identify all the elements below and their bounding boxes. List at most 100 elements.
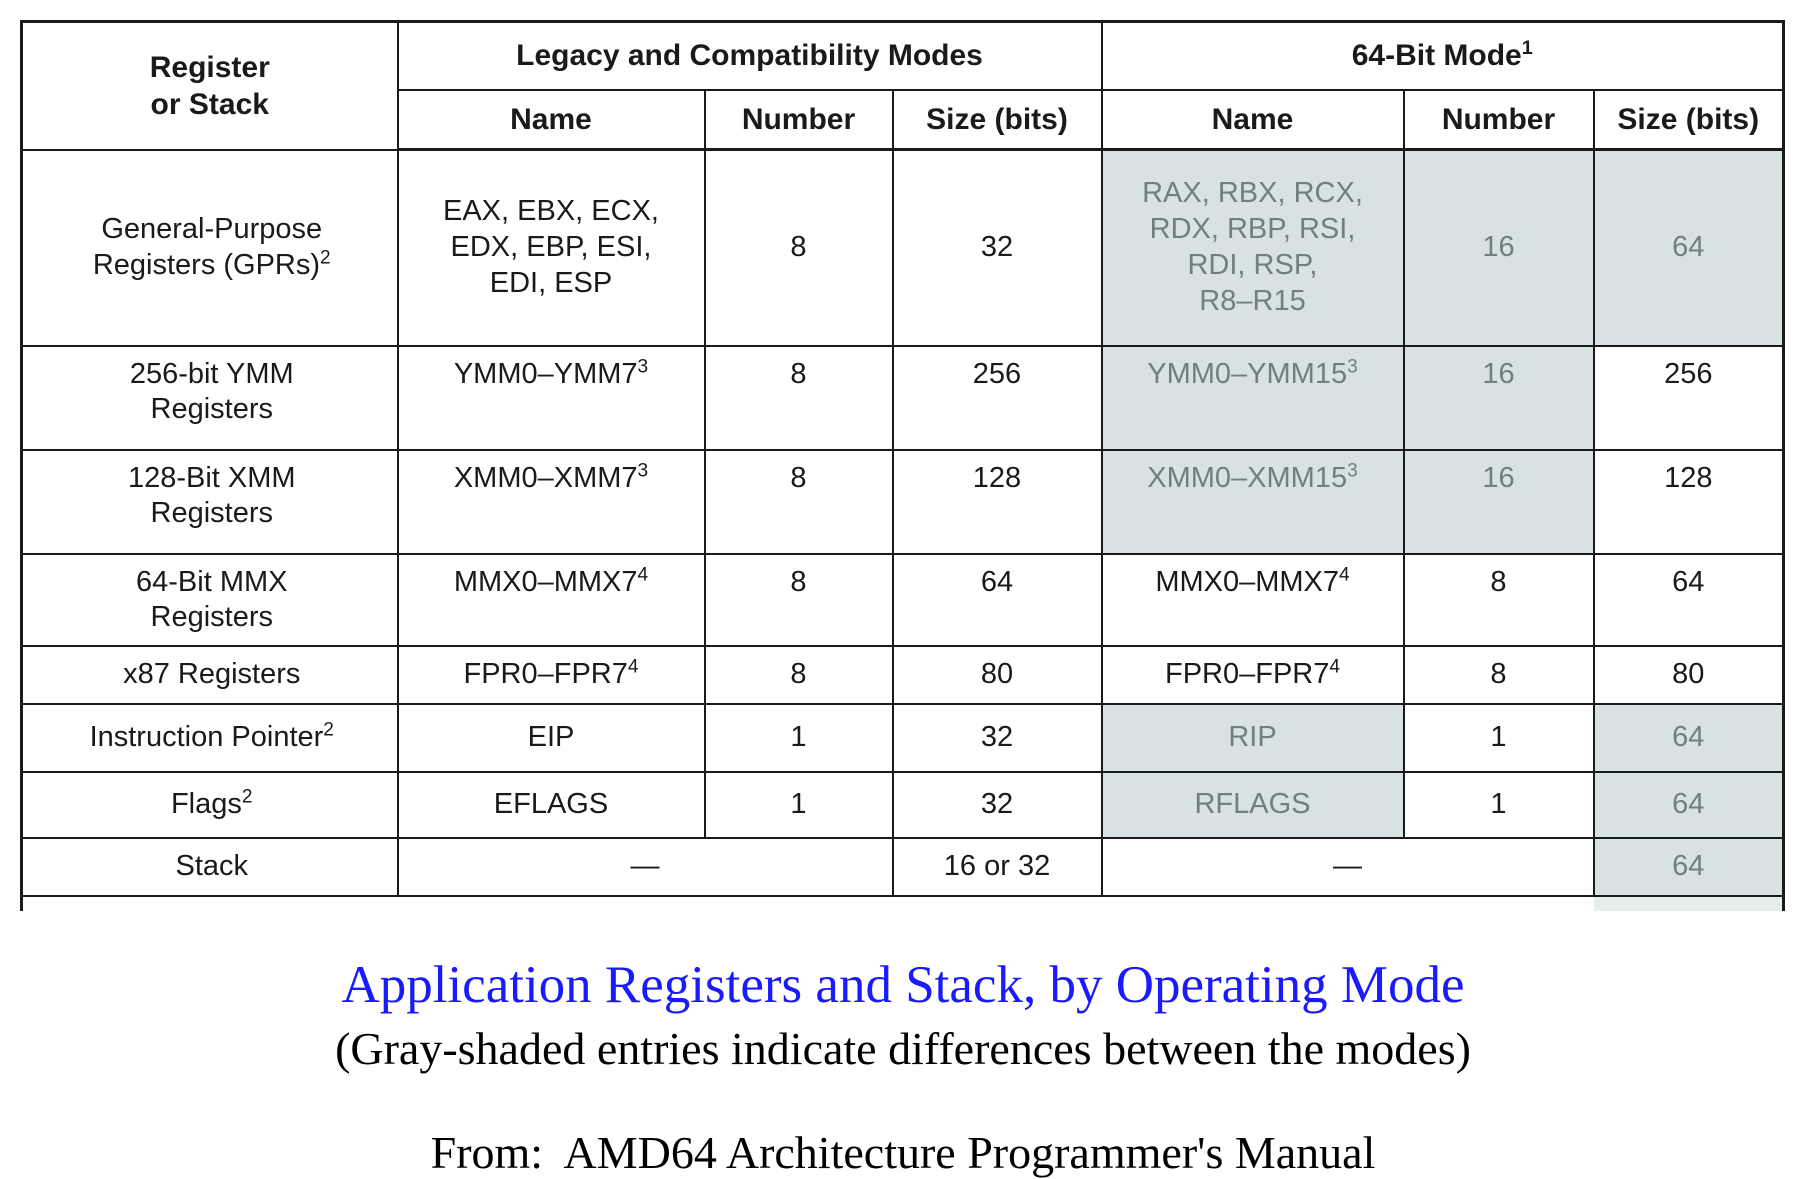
- legacy-modes-label: Legacy and Compatibility Modes: [516, 39, 983, 73]
- mmx-64bit-name-superscript: 4: [1339, 563, 1350, 585]
- flags-label: Flags: [170, 787, 242, 820]
- xmm-label: 128-Bit XMM Registers: [127, 461, 296, 530]
- flags-64bit-name-cell: RFLAGS: [1100, 770, 1405, 839]
- table-row-x87: x87 Registers FPR0–FPR74 8 80 FPR0–FPR74…: [20, 644, 1785, 705]
- legacy-number-header: Number: [703, 88, 894, 151]
- 64bit-mode-label: 64-Bit Mode: [1351, 39, 1522, 73]
- ymm-label: 256-bit YMM Registers: [129, 357, 294, 426]
- flags-64bit-size-cell: 64: [1592, 770, 1785, 839]
- ip-label-superscript: 2: [323, 718, 334, 740]
- 64bit-number-header: Number: [1402, 88, 1595, 151]
- table-row-mmx: 64-Bit MMX Registers MMX0–MMX74 8 64 MMX…: [20, 552, 1785, 647]
- flags-64bit-name: RFLAGS: [1194, 787, 1311, 820]
- x87-64bit-name: FPR0–FPR7: [1164, 657, 1330, 690]
- 64bit-mode-superscript: 1: [1521, 37, 1533, 60]
- xmm-64bit-number-cell: 16: [1402, 448, 1595, 555]
- legacy-size-header: Size (bits): [891, 88, 1103, 151]
- legacy-name-header: Name: [396, 88, 706, 151]
- mmx-64bit-name: MMX0–MMX7: [1155, 565, 1340, 598]
- ip-legacy-number-cell: 1: [703, 702, 894, 773]
- table-row-instruction-pointer: Instruction Pointer2 EIP 1 32 RIP 1 64: [20, 702, 1785, 773]
- x87-legacy-size-cell: 80: [891, 644, 1103, 705]
- ip-legacy-name-cell: EIP: [396, 702, 706, 773]
- ip-label: Instruction Pointer: [89, 720, 324, 753]
- ip-legacy-name: EIP: [527, 720, 575, 753]
- x87-label-cell: x87 Registers: [20, 644, 399, 705]
- table-row-ymm: 256-bit YMM Registers YMM0–YMM73 8 256 Y…: [20, 344, 1785, 451]
- flags-legacy-name: EFLAGS: [493, 787, 609, 820]
- stack-64bit-dash-cell: —: [1100, 836, 1595, 897]
- gpr-legacy-size-cell: 32: [891, 148, 1103, 347]
- ip-64bit-name-cell: RIP: [1100, 702, 1405, 773]
- 64bit-size-header: Size (bits): [1592, 88, 1785, 151]
- flags-label-cell: Flags2: [20, 770, 399, 839]
- stack-legacy-dash-cell: —: [396, 836, 894, 897]
- table-row-gpr: General-Purpose Registers (GPRs)2 EAX, E…: [20, 148, 1785, 347]
- group-header-row: Register or Stack Legacy and Compatibili…: [20, 20, 1785, 151]
- ymm-64bit-size-cell: 256: [1592, 344, 1785, 451]
- mmx-legacy-name-cell: MMX0–MMX74: [396, 552, 706, 647]
- xmm-64bit-name: XMM0–XMM15: [1147, 461, 1348, 494]
- x87-legacy-number-cell: 8: [703, 644, 894, 705]
- flags-64bit-number-cell: 1: [1402, 770, 1595, 839]
- stack-label: Stack: [175, 849, 249, 882]
- xmm-label-cell: 128-Bit XMM Registers: [20, 448, 399, 555]
- 64bit-mode-group-header: 64-Bit Mode1: [1100, 20, 1785, 91]
- gpr-64bit-name: RAX, RBX, RCX, RDX, RBP, RSI, RDI, RSP, …: [1142, 176, 1363, 317]
- gpr-label-cell: General-Purpose Registers (GPRs)2: [20, 148, 399, 347]
- mmx-legacy-number-cell: 8: [703, 552, 894, 647]
- corner-header-cell: Register or Stack: [20, 20, 399, 151]
- gpr-64bit-size-cell: 64: [1592, 148, 1785, 347]
- ymm-legacy-name-cell: YMM0–YMM73: [396, 344, 706, 451]
- xmm-legacy-number-cell: 8: [703, 448, 894, 555]
- x87-64bit-name-cell: FPR0–FPR74: [1100, 644, 1405, 705]
- gpr-legacy-name: EAX, EBX, ECX, EDX, EBP, ESI, EDI, ESP: [443, 194, 659, 299]
- ymm-legacy-name: YMM0–YMM7: [453, 357, 638, 390]
- flags-legacy-number-cell: 1: [703, 770, 894, 839]
- xmm-legacy-name-cell: XMM0–XMM73: [396, 448, 706, 555]
- mmx-legacy-size-cell: 64: [891, 552, 1103, 647]
- ymm-64bit-name: YMM0–YMM15: [1147, 357, 1348, 390]
- xmm-64bit-name-cell: XMM0–XMM153: [1100, 448, 1405, 555]
- xmm-64bit-size-cell: 128: [1592, 448, 1785, 555]
- gpr-64bit-number-cell: 16: [1402, 148, 1595, 347]
- ymm-64bit-name-cell: YMM0–YMM153: [1100, 344, 1405, 451]
- flags-legacy-size-cell: 32: [891, 770, 1103, 839]
- mmx-64bit-name-cell: MMX0–MMX74: [1100, 552, 1405, 647]
- ip-legacy-size-cell: 32: [891, 702, 1103, 773]
- mmx-legacy-name-superscript: 4: [637, 563, 649, 585]
- gpr-label: General-Purpose Registers (GPRs): [92, 212, 323, 281]
- ip-64bit-name: RIP: [1228, 720, 1277, 753]
- mmx-label: 64-Bit MMX Registers: [136, 565, 288, 634]
- x87-legacy-name-cell: FPR0–FPR74: [396, 644, 706, 705]
- cutoff-partial-shaded-cell: [1593, 895, 1784, 911]
- flags-legacy-name-cell: EFLAGS: [396, 770, 706, 839]
- corner-header-label: Register or Stack: [149, 50, 270, 121]
- ymm-legacy-size-cell: 256: [891, 344, 1103, 451]
- ip-64bit-number-cell: 1: [1402, 702, 1595, 773]
- 64bit-name-header: Name: [1100, 88, 1405, 151]
- x87-64bit-number-cell: 8: [1402, 644, 1595, 705]
- stack-64bit-size-cell: 64: [1592, 836, 1785, 897]
- stack-label-cell: Stack: [20, 836, 399, 897]
- x87-legacy-name-superscript: 4: [627, 655, 639, 677]
- x87-64bit-name-superscript: 4: [1329, 655, 1341, 677]
- table-row-flags: Flags2 EFLAGS 1 32 RFLAGS 1 64: [20, 770, 1785, 839]
- table-caption-subtitle: (Gray-shaded entries indicate difference…: [335, 1022, 1471, 1074]
- table-row-xmm: 128-Bit XMM Registers XMM0–XMM73 8 128 X…: [20, 448, 1785, 555]
- x87-legacy-name: FPR0–FPR7: [463, 657, 628, 690]
- mmx-64bit-size-cell: 64: [1592, 552, 1785, 647]
- ymm-label-cell: 256-bit YMM Registers: [20, 344, 399, 451]
- x87-label: x87 Registers: [123, 657, 301, 690]
- cutoff-partial-row: [22, 895, 1784, 911]
- source-attribution: From: AMD64 Architecture Programmer's Ma…: [430, 1126, 1376, 1178]
- ymm-64bit-number-cell: 16: [1402, 344, 1595, 451]
- caption-block: Application Registers and Stack, by Oper…: [0, 928, 1806, 1179]
- xmm-legacy-size-cell: 128: [891, 448, 1103, 555]
- table-row-stack: Stack — 16 or 32 — 64: [20, 836, 1785, 897]
- gpr-legacy-number-cell: 8: [703, 148, 894, 347]
- stack-legacy-size-cell: 16 or 32: [891, 836, 1103, 897]
- gpr-64bit-name-cell: RAX, RBX, RCX, RDX, RBP, RSI, RDI, RSP, …: [1100, 148, 1405, 347]
- registers-table: Register or Stack Legacy and Compatibili…: [20, 20, 1786, 911]
- mmx-legacy-name: MMX0–MMX7: [453, 565, 638, 598]
